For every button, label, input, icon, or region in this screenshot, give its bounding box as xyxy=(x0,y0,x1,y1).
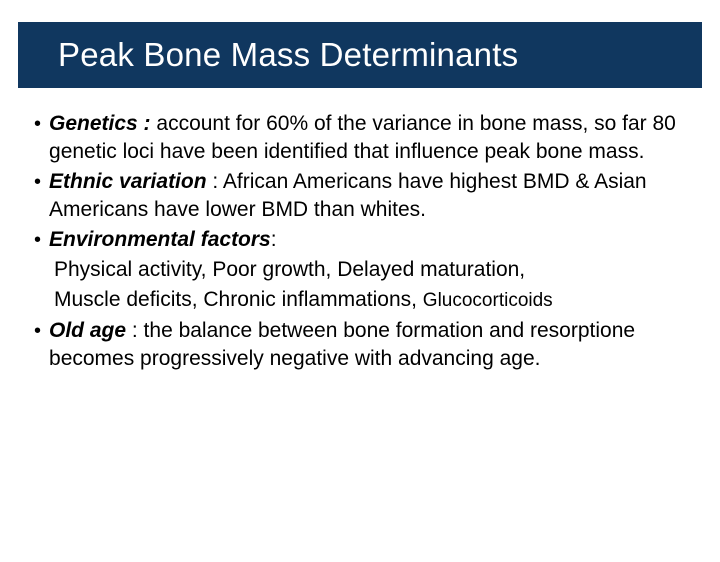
bullet-lead: Ethnic variation xyxy=(49,170,207,193)
bullet-text: : xyxy=(271,228,277,251)
bullet-body: Environmental factors: xyxy=(49,226,277,254)
bullet-lead: Old age xyxy=(49,319,126,342)
bullet-body: Genetics : account for 60% of the varian… xyxy=(49,110,686,166)
env-line: Muscle deficits, Chronic inflammations, … xyxy=(34,286,686,315)
bullet-item: • Old age : the balance between bone for… xyxy=(34,317,686,373)
slide: Peak Bone Mass Determinants • Genetics :… xyxy=(0,22,720,562)
env-line: Physical activity, Poor growth, Delayed … xyxy=(34,256,686,284)
bullet-body: Old age : the balance between bone forma… xyxy=(49,317,686,373)
bullet-text: : the balance between bone formation and… xyxy=(49,319,635,370)
bullet-marker: • xyxy=(34,168,41,196)
bullet-marker: • xyxy=(34,317,41,345)
slide-title: Peak Bone Mass Determinants xyxy=(58,36,702,74)
env-text-small: Glucocorticoids xyxy=(423,290,553,311)
bullet-marker: • xyxy=(34,226,41,254)
env-text: Muscle deficits, Chronic inflammations, xyxy=(54,288,423,311)
slide-content: • Genetics : account for 60% of the vari… xyxy=(0,88,720,373)
bullet-marker: • xyxy=(34,110,41,138)
bullet-item: • Environmental factors: xyxy=(34,226,686,254)
bullet-item: • Genetics : account for 60% of the vari… xyxy=(34,110,686,166)
title-band: Peak Bone Mass Determinants xyxy=(18,22,702,88)
bullet-lead: Environmental factors xyxy=(49,228,271,251)
bullet-item: • Ethnic variation : African Americans h… xyxy=(34,168,686,224)
bullet-lead: Genetics : xyxy=(49,112,151,135)
bullet-body: Ethnic variation : African Americans hav… xyxy=(49,168,686,224)
